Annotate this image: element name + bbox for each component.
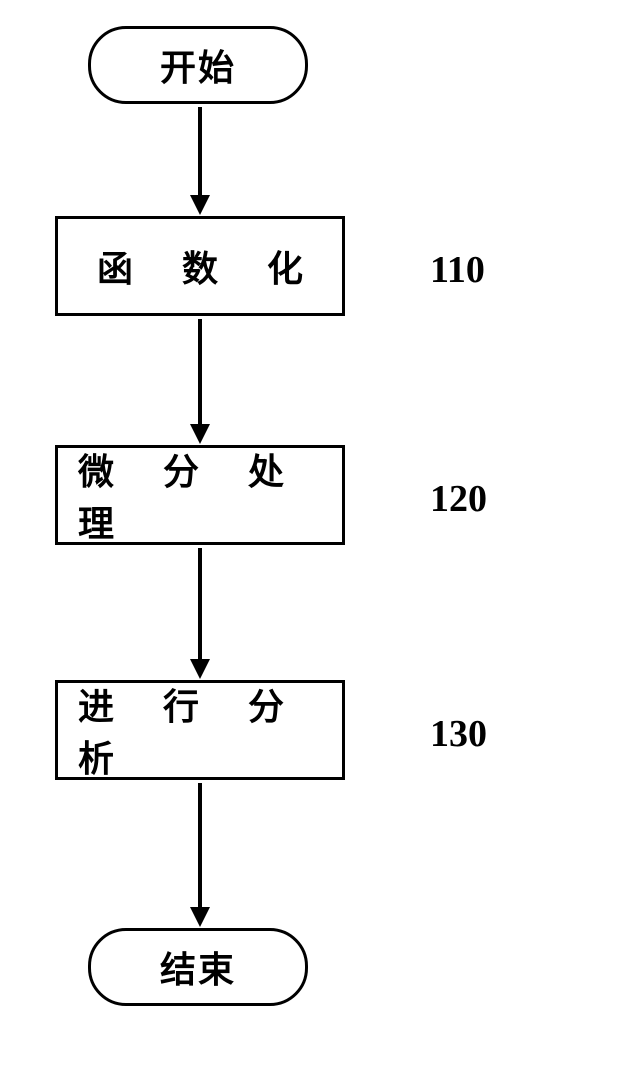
flowchart-canvas: 开始 函 数 化 110 微 分 处 理 120 进 行 分 析 130 结束 <box>0 0 620 1069</box>
start-text: 开始 <box>160 39 236 91</box>
process-120-text: 微 分 处 理 <box>78 443 342 547</box>
end-node: 结束 <box>88 928 308 1006</box>
label-110: 110 <box>430 248 485 292</box>
end-text: 结束 <box>160 941 236 993</box>
start-node: 开始 <box>88 26 308 104</box>
edge-120-130-head <box>190 659 210 679</box>
process-120: 微 分 处 理 <box>55 445 345 545</box>
edge-110-120 <box>198 319 202 424</box>
label-130: 130 <box>430 712 487 756</box>
edge-130-end <box>198 783 202 907</box>
edge-120-130 <box>198 548 202 659</box>
edge-start-110-head <box>190 195 210 215</box>
edge-130-end-head <box>190 907 210 927</box>
process-110-text: 函 数 化 <box>97 240 323 292</box>
edge-start-110 <box>198 107 202 195</box>
process-130-text: 进 行 分 析 <box>78 678 342 782</box>
process-130: 进 行 分 析 <box>55 680 345 780</box>
edge-110-120-head <box>190 424 210 444</box>
label-120: 120 <box>430 477 487 521</box>
process-110: 函 数 化 <box>55 216 345 316</box>
